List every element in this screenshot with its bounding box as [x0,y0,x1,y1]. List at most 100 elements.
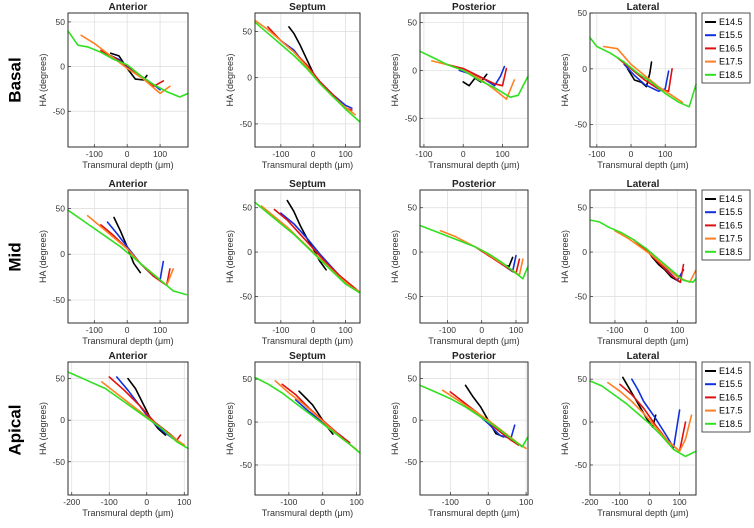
y-tick-label: 50 [408,203,418,213]
x-axis-label: Transmural depth (μm) [428,508,519,518]
plot-area [254,361,361,496]
x-axis-label: Transmural depth (μm) [262,336,353,346]
y-axis-label: HA (degrees) [390,230,400,283]
panel-title: Septum [289,351,326,362]
panel-title: Lateral [627,179,660,190]
legend-label: E16.5 [719,43,743,53]
y-tick-label: -50 [53,295,66,305]
legend-label: E14.5 [719,17,743,27]
series-line-e15-5 [116,376,174,440]
y-tick-label: 0 [582,64,587,74]
y-tick-label: 0 [412,415,417,425]
y-axis-label: HA (degrees) [225,402,235,455]
panel-title: Septum [289,2,326,13]
x-tick-label: 100 [177,497,191,507]
y-tick-label: -50 [240,460,253,470]
y-axis-label: HA (degrees) [560,53,570,106]
panel-title: Posterior [452,179,496,190]
row-label-apical: Apical [5,404,24,455]
legend-label: E15.5 [719,207,743,217]
y-tick-label: 0 [412,65,417,75]
plot-frame [589,12,697,148]
x-axis-label: Transmural depth (μm) [597,508,688,518]
x-tick-label: -100 [606,325,623,335]
row-label-mid: Mid [5,242,24,271]
y-tick-label: 50 [56,374,66,384]
y-axis-label: HA (degrees) [38,402,48,455]
legend-label: E15.5 [719,379,743,389]
x-axis-label: Transmural depth (μm) [262,508,353,518]
x-tick-label: -100 [86,149,103,159]
legend-basal: E14.5 E15.5 E16.5 E17.5 E18.5 [701,12,751,84]
legend-label: E15.5 [719,30,743,40]
series-line-e18-5 [589,219,697,284]
legends: E14.5 E15.5 E16.5 E17.5 E18.5 E14.5 E15.5 E16.5… [701,12,751,433]
legend-apical: E14.5 E15.5 E16.5 E17.5 E18.5 [701,361,751,433]
x-tick-label: 100 [672,497,686,507]
series-line-e17-5 [80,34,171,95]
panel-mid-lateral: Lateral -100 0 100 -50 0 50 Transmural depth (μ… [560,179,697,346]
y-tick-label: 50 [578,203,588,213]
legend-label: E18.5 [719,419,743,429]
plot-frame [67,189,189,324]
plot-frame [419,361,529,496]
panel-mid-anterior: Anterior -100 0 100 -50 0 50 Transmural depth (… [38,179,189,346]
plot-frame [419,12,529,148]
x-tick-label: 100 [338,325,352,335]
x-axis-label: Transmural depth (μm) [597,160,688,170]
y-tick-label: -50 [405,291,418,301]
y-tick-label: 0 [247,73,252,83]
plot-frame [254,361,361,496]
series-line-e17-5 [254,19,357,116]
y-tick-label: -50 [53,106,66,116]
y-tick-label: 0 [60,249,65,259]
y-tick-label: 50 [243,374,253,384]
y-axis-label: HA (degrees) [560,402,570,455]
y-tick-label: -50 [575,460,588,470]
series-line-e18-5 [419,224,529,280]
series-line-e17-5 [602,45,684,104]
panel-title: Septum [289,179,326,190]
x-tick-label: -100 [415,149,432,159]
x-tick-label: 100 [495,149,509,159]
x-tick-label: 0 [486,497,491,507]
row-labels: Basal Mid Apical [5,57,24,455]
legend-label: E14.5 [719,194,743,204]
series-line-e14-5 [127,377,167,436]
plot-frame [419,189,529,324]
y-tick-label: 50 [408,374,418,384]
y-tick-label: 50 [243,26,253,36]
y-tick-label: -50 [575,291,588,301]
series-line-e18-5 [419,50,529,98]
y-tick-label: -50 [575,120,588,130]
y-tick-label: 50 [243,203,253,213]
x-axis-label: Transmural depth (μm) [428,336,519,346]
x-tick-label: -100 [442,497,459,507]
panel-mid-septum: Septum -100 0 100 -50 0 50 Transmural depth (μm… [225,179,361,346]
x-tick-label: -100 [611,497,628,507]
series-line-e18-5 [67,30,189,98]
x-tick-label: 100 [519,497,533,507]
x-tick-label: 0 [644,325,649,335]
panel-apical-posterior: Posterior -100 0 100 -50 0 50 Transmural depth … [390,351,533,518]
series-line-e14-5 [464,384,505,438]
plot-area [67,12,189,148]
x-tick-label: 100 [350,497,364,507]
legend-label: E17.5 [719,406,743,416]
x-axis-label: Transmural depth (μm) [428,160,519,170]
x-axis-label: Transmural depth (μm) [597,336,688,346]
series-line-e15-5 [630,378,681,449]
legend-label: E14.5 [719,366,743,376]
x-tick-label: 100 [658,149,672,159]
y-tick-label: 50 [56,203,66,213]
plot-area [419,361,529,496]
panel-title: Anterior [109,179,148,190]
x-tick-label: 100 [153,149,167,159]
x-tick-label: 0 [629,149,634,159]
x-tick-label: -100 [101,497,118,507]
y-tick-label: 0 [60,415,65,425]
y-axis-label: HA (degrees) [38,230,48,283]
x-tick-label: 0 [461,149,466,159]
y-tick-label: 50 [578,8,588,18]
